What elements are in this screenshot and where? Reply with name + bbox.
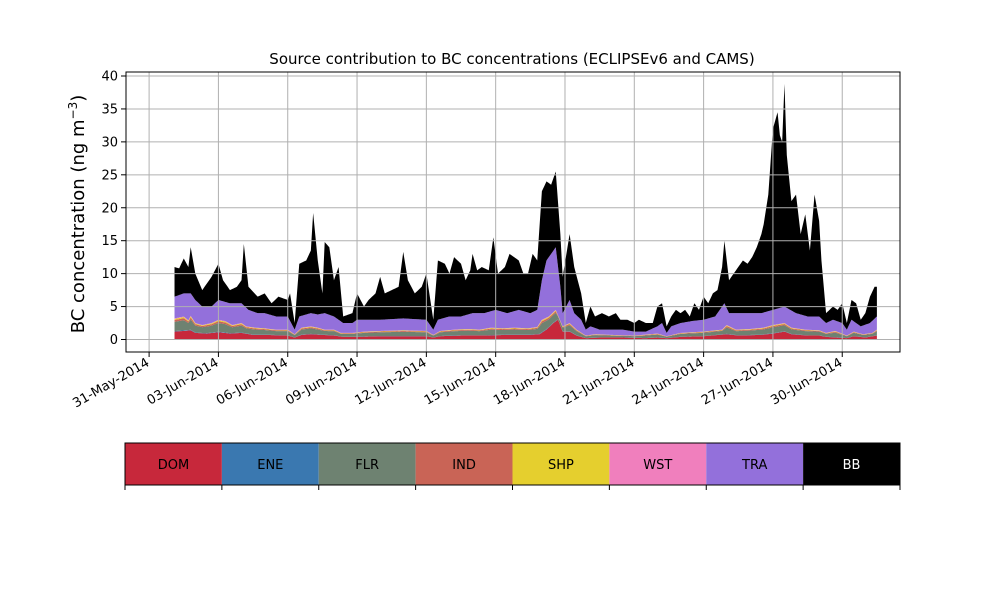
x-tick-label: 12-Jun-2014 bbox=[353, 355, 430, 408]
x-tick-label: 09-Jun-2014 bbox=[283, 355, 360, 408]
x-tick-label: 06-Jun-2014 bbox=[214, 355, 291, 408]
legend-swatch-wst bbox=[609, 443, 707, 485]
legend-colorbar: DOM ENE FLR IND SHP WST TRA BB bbox=[124, 442, 901, 490]
y-tick-label: 10 bbox=[101, 267, 118, 282]
y-tick-label: 20 bbox=[101, 201, 118, 216]
y-axis-label: BC concentration (ng m−3) bbox=[66, 95, 89, 334]
legend-swatch-shp bbox=[512, 443, 610, 485]
legend-label-ind: IND bbox=[452, 458, 476, 473]
stacked-areas bbox=[174, 83, 877, 340]
legend-label-flr: FLR bbox=[355, 458, 379, 473]
x-tick-label: 15-Jun-2014 bbox=[422, 355, 499, 408]
legend-swatch-tra bbox=[706, 443, 804, 485]
legend-swatch-dom bbox=[125, 443, 222, 485]
x-tick-label: 21-Jun-2014 bbox=[560, 355, 637, 408]
y-tick-label: 40 bbox=[101, 70, 118, 85]
chart-title: Source contribution to BC concentrations… bbox=[269, 50, 754, 68]
y-tick-label: 0 bbox=[110, 333, 118, 348]
legend-frame bbox=[124, 442, 901, 486]
y-tick-label: 5 bbox=[110, 300, 118, 315]
plot-frame bbox=[125, 71, 901, 353]
legend-label-shp: SHP bbox=[548, 458, 574, 473]
x-tick-label: 31-May-2014 bbox=[70, 355, 152, 411]
legend-swatch-bb bbox=[803, 443, 900, 485]
x-tick-label: 03-Jun-2014 bbox=[145, 355, 222, 408]
legend-swatch-ind bbox=[415, 443, 513, 485]
y-tick-label: 25 bbox=[101, 168, 118, 183]
area-bb bbox=[174, 83, 877, 333]
area-tra bbox=[174, 247, 877, 337]
x-tick-label: 24-Jun-2014 bbox=[630, 355, 707, 408]
legend-label-tra: TRA bbox=[741, 458, 767, 473]
legend-label-bb: BB bbox=[843, 458, 861, 473]
legend-label-ene: ENE bbox=[257, 458, 283, 473]
grid-lines bbox=[126, 72, 900, 352]
x-axis: 31-May-201403-Jun-201406-Jun-201409-Jun-… bbox=[70, 352, 845, 411]
area-dom bbox=[174, 319, 877, 340]
legend-swatch-flr bbox=[318, 443, 416, 485]
y-tick-label: 35 bbox=[101, 102, 118, 117]
legend-label-wst: WST bbox=[643, 458, 672, 473]
y-tick-label: 15 bbox=[101, 234, 118, 249]
x-tick-label: 30-Jun-2014 bbox=[768, 355, 845, 408]
legend-label-dom: DOM bbox=[158, 458, 189, 473]
area-flr bbox=[174, 312, 877, 339]
x-tick-label: 18-Jun-2014 bbox=[491, 355, 568, 408]
x-tick-label: 27-Jun-2014 bbox=[699, 355, 776, 408]
y-axis: 0 5 10 15 20 25 30 35 40 bbox=[101, 70, 126, 348]
y-tick-label: 30 bbox=[101, 135, 118, 150]
legend-swatch-ene bbox=[221, 443, 319, 485]
